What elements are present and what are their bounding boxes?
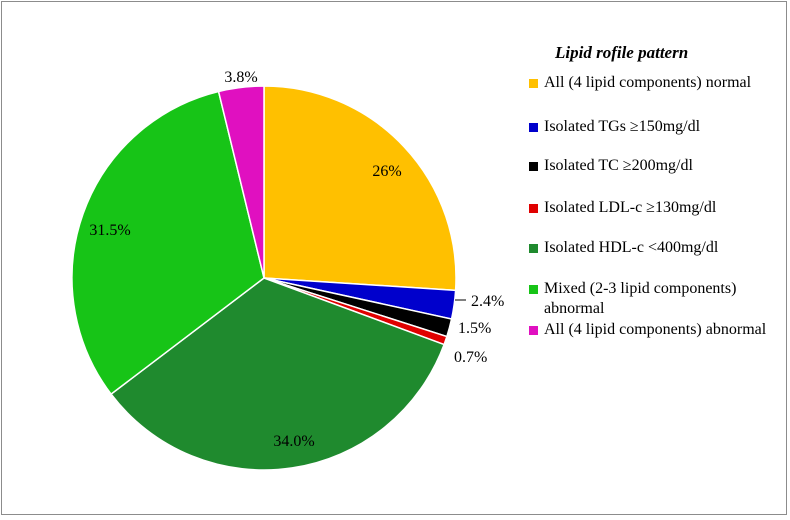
pie-slice-all-abnormal [217, 85, 265, 279]
pie-slice-all-normal [263, 85, 457, 292]
data-label-isolated-ldl: 0.7% [454, 349, 487, 366]
legend-swatch-isolated-hdl [529, 244, 538, 253]
data-label-isolated-tgs: 2.4% [471, 293, 504, 310]
legend-label-isolated-tc: Isolated TC ≥200mg/dl [544, 157, 693, 174]
legend-label-all-abnormal: All (4 lipid components) abnormal [544, 321, 767, 338]
legend-label-all-normal: All (4 lipid components) normal [544, 74, 752, 91]
legend-label-isolated-ldl: Isolated LDL-c ≥130mg/dl [544, 199, 717, 216]
legend-swatch-isolated-tgs [529, 123, 538, 132]
legend-label-isolated-tgs: Isolated TGs ≥150mg/dl [544, 118, 701, 135]
pie-slice-mixed-abnormal [71, 90, 265, 396]
pie-slice-isolated-hdl [110, 277, 446, 471]
legend-label-mixed-abnormal: Mixed (2-3 lipid components) abnormal [544, 280, 737, 317]
data-label-all-abnormal: 3.8% [224, 69, 257, 86]
legend-swatch-all-abnormal [529, 326, 538, 335]
legend-swatch-isolated-tc [529, 162, 538, 171]
legend-label-isolated-hdl: Isolated HDL-c <400mg/dl [544, 239, 719, 256]
data-label-all-normal: 26% [372, 163, 401, 180]
data-label-isolated-hdl: 34.0% [273, 433, 314, 450]
legend-swatch-isolated-ldl [529, 204, 538, 213]
legend-swatch-mixed-abnormal [529, 285, 538, 294]
legend-swatch-all-normal [529, 79, 538, 88]
data-label-isolated-tc: 1.5% [458, 320, 491, 337]
legend-title: Lipid rofile pattern [555, 43, 689, 62]
data-label-mixed-abnormal: 31.5% [89, 222, 130, 239]
